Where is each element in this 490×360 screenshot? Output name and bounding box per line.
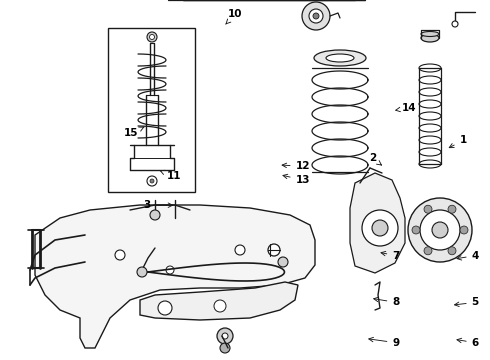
Circle shape <box>150 210 160 220</box>
Text: 14: 14 <box>396 103 416 113</box>
Text: 2: 2 <box>369 153 381 165</box>
Text: 1: 1 <box>449 135 466 148</box>
Text: 7: 7 <box>381 251 400 261</box>
Circle shape <box>412 226 420 234</box>
Ellipse shape <box>419 112 441 120</box>
Polygon shape <box>35 205 315 348</box>
Text: 6: 6 <box>457 338 479 348</box>
Circle shape <box>452 21 458 27</box>
Circle shape <box>235 245 245 255</box>
Circle shape <box>166 266 174 274</box>
Ellipse shape <box>419 160 441 168</box>
Ellipse shape <box>419 136 441 144</box>
Circle shape <box>408 198 472 262</box>
Text: 8: 8 <box>374 297 399 307</box>
Circle shape <box>214 300 226 312</box>
Circle shape <box>432 222 448 238</box>
Ellipse shape <box>419 88 441 96</box>
Circle shape <box>424 205 432 213</box>
Ellipse shape <box>326 54 354 62</box>
Circle shape <box>137 267 147 277</box>
Polygon shape <box>350 173 405 273</box>
Circle shape <box>420 210 460 250</box>
Ellipse shape <box>421 31 439 36</box>
Circle shape <box>460 226 468 234</box>
Circle shape <box>313 13 319 19</box>
Ellipse shape <box>314 50 366 66</box>
Circle shape <box>424 247 432 255</box>
Circle shape <box>158 301 172 315</box>
Circle shape <box>150 179 154 183</box>
Text: 4: 4 <box>457 251 479 261</box>
Circle shape <box>362 210 398 246</box>
Ellipse shape <box>419 124 441 132</box>
Circle shape <box>448 247 456 255</box>
Circle shape <box>147 32 157 42</box>
Circle shape <box>149 35 154 40</box>
Text: 3: 3 <box>144 200 172 210</box>
Circle shape <box>302 2 330 30</box>
Text: 12: 12 <box>282 161 310 171</box>
Circle shape <box>220 343 230 353</box>
Circle shape <box>115 250 125 260</box>
Ellipse shape <box>419 148 441 156</box>
Circle shape <box>217 328 233 344</box>
Bar <box>108 28 195 192</box>
Circle shape <box>372 220 388 236</box>
Circle shape <box>309 9 323 23</box>
Ellipse shape <box>421 34 439 42</box>
Polygon shape <box>140 282 298 320</box>
Ellipse shape <box>419 76 441 84</box>
Circle shape <box>147 176 157 186</box>
Text: 9: 9 <box>369 337 399 348</box>
Ellipse shape <box>419 100 441 108</box>
Text: 11: 11 <box>160 170 181 181</box>
Circle shape <box>222 333 228 339</box>
Ellipse shape <box>419 64 441 72</box>
Text: 13: 13 <box>283 174 310 185</box>
Circle shape <box>268 244 280 256</box>
Text: 15: 15 <box>124 127 144 138</box>
Text: 5: 5 <box>455 297 479 307</box>
Text: 10: 10 <box>226 9 243 24</box>
Circle shape <box>278 257 288 267</box>
Circle shape <box>448 205 456 213</box>
